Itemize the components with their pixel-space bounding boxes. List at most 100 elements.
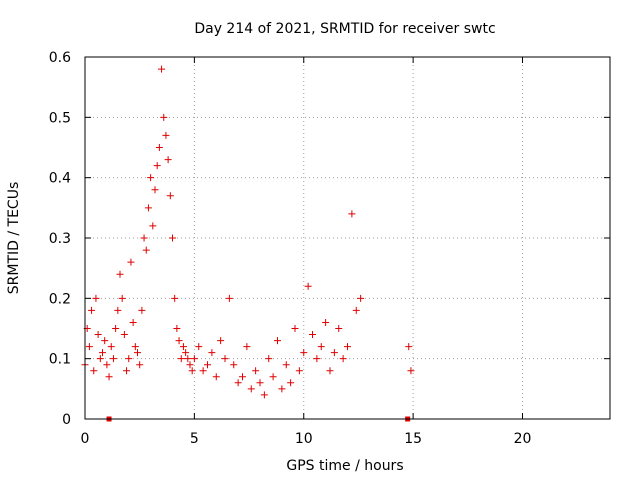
data-point <box>109 355 117 363</box>
data-point <box>171 294 179 302</box>
data-point <box>182 349 190 357</box>
data-point <box>90 367 98 375</box>
data-point <box>212 373 220 381</box>
data-point <box>96 355 104 363</box>
data-point <box>151 186 159 194</box>
data-point <box>322 318 330 326</box>
data-point <box>155 144 163 151</box>
data-point <box>300 349 308 357</box>
data-point <box>243 343 251 351</box>
data-point <box>134 349 141 357</box>
data-point <box>348 210 356 218</box>
y-tick-label: 0.2 <box>49 291 71 307</box>
data-point <box>107 343 115 351</box>
x-tick-labels: 0 5 10 15 20 <box>81 431 532 447</box>
data-point <box>177 355 185 363</box>
data-point <box>131 343 139 351</box>
y-tick-label: 0.6 <box>49 50 71 66</box>
data-point <box>166 192 174 200</box>
data-point <box>158 65 166 73</box>
y-tick-label: 0.3 <box>49 231 71 247</box>
data-point <box>127 258 135 266</box>
data-point <box>252 367 260 375</box>
data-point <box>114 306 122 314</box>
data-point <box>92 294 100 302</box>
y-tick-label: 0.5 <box>49 110 71 126</box>
data-point <box>175 337 183 345</box>
data-point <box>101 337 109 345</box>
data-point <box>112 325 120 332</box>
data-point <box>160 113 168 121</box>
data-point <box>147 174 155 182</box>
data-point <box>326 367 334 375</box>
x-axis-label: GPS time / hours <box>286 458 403 474</box>
data-point <box>335 325 343 332</box>
x-tick-label: 10 <box>295 431 313 447</box>
data-point <box>120 331 128 339</box>
data-point <box>282 361 290 369</box>
data-point <box>190 355 198 363</box>
data-point <box>234 379 242 387</box>
data-point <box>149 222 157 230</box>
data-point <box>85 343 93 351</box>
data-point <box>247 385 255 393</box>
data-point <box>103 361 111 369</box>
data-point <box>123 367 131 375</box>
data-point <box>94 331 102 339</box>
data-point <box>186 361 194 369</box>
data-point <box>225 294 233 302</box>
data-point <box>99 349 106 357</box>
data-point <box>330 349 338 357</box>
grid-lines <box>85 57 610 419</box>
data-point <box>405 343 413 351</box>
data-point <box>274 337 281 345</box>
x-tick-label: 15 <box>404 431 422 447</box>
y-tick-label: 0.4 <box>49 171 71 187</box>
data-point <box>291 325 299 332</box>
data-point <box>169 234 176 242</box>
data-point <box>269 373 277 381</box>
y-tick-label: 0.1 <box>49 352 71 368</box>
data-point <box>239 373 246 381</box>
data-point <box>199 367 207 375</box>
data-point <box>179 343 187 351</box>
data-point <box>118 294 126 302</box>
data-point <box>357 294 365 302</box>
data-point <box>140 234 148 242</box>
data-point <box>260 391 268 399</box>
data-point <box>164 156 172 164</box>
data-point <box>188 367 196 375</box>
data-point <box>153 162 161 170</box>
data-point <box>204 361 211 369</box>
plot-frame <box>84 56 611 420</box>
data-point <box>407 367 415 375</box>
data-point <box>88 306 96 314</box>
data-point <box>125 355 133 363</box>
data-point <box>352 306 360 314</box>
data-point <box>105 373 113 381</box>
x-tick-label: 5 <box>190 431 199 447</box>
data-points <box>81 65 415 399</box>
y-tick-label: 0 <box>62 412 71 428</box>
data-point <box>287 379 295 387</box>
data-point <box>221 355 229 363</box>
data-point <box>195 343 203 351</box>
data-point <box>339 355 347 363</box>
data-point <box>173 325 181 332</box>
data-point <box>309 331 316 339</box>
data-point <box>230 361 238 369</box>
data-point <box>256 379 264 387</box>
data-point <box>162 131 170 139</box>
axis-ticks <box>84 56 610 420</box>
data-point <box>142 246 150 254</box>
data-point <box>295 367 303 375</box>
data-point <box>278 385 286 393</box>
chart-title: Day 214 of 2021, SRMTID for receiver swt… <box>194 21 495 37</box>
x-tick-label: 20 <box>514 431 532 447</box>
data-point <box>138 306 146 314</box>
data-point <box>144 204 152 212</box>
data-point <box>116 270 124 278</box>
y-axis-label: SRMTID / TECUs <box>6 182 22 295</box>
x-tick-label: 0 <box>81 431 90 447</box>
